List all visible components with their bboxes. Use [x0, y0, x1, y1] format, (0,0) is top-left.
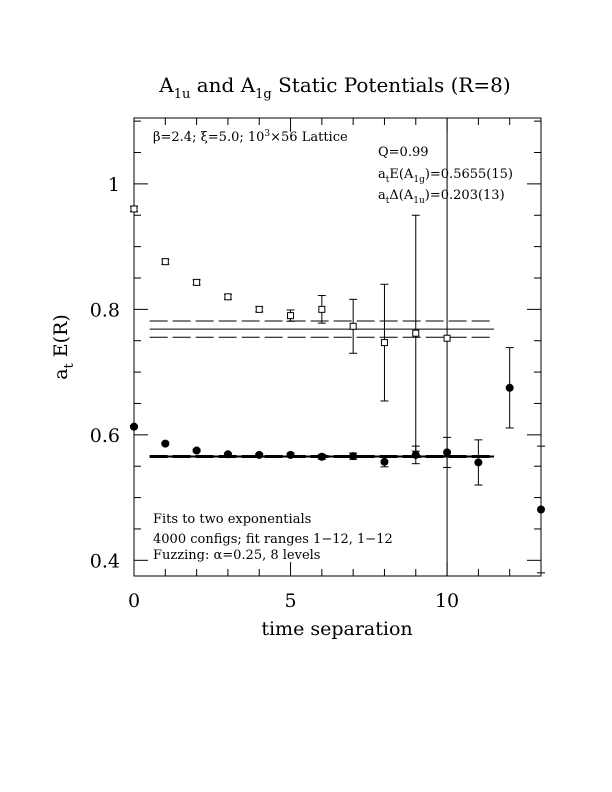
axis-ticks [133, 118, 542, 576]
x-tick-label: 5 [284, 590, 296, 612]
y-tick-label: 0.4 [90, 550, 120, 572]
x-axis-label: time separation [261, 618, 412, 640]
data-point [505, 383, 514, 392]
configs-annotation: 4000 configs; fit ranges 1−12, 1−12 [153, 532, 393, 547]
data-point [412, 329, 420, 337]
data-point [255, 450, 264, 459]
data-point [537, 505, 545, 514]
x-tick-label: 0 [128, 590, 140, 612]
x-tick-label: 10 [435, 590, 459, 612]
fit-lines [149, 320, 495, 458]
data-point [224, 293, 232, 301]
data-point [318, 305, 326, 313]
data-point [380, 457, 389, 466]
fuzzing-annotation: Fuzzing: α=0.25, 8 levels [153, 548, 320, 563]
data-point [287, 312, 295, 320]
data-point [192, 446, 201, 455]
data-point [130, 205, 138, 213]
y-tick-labels: 0.4 0.6 0.8 1 [90, 174, 120, 572]
y-tick-label: 0.8 [90, 299, 120, 321]
q-annotation: Q=0.99 [378, 145, 429, 160]
data-point [223, 450, 232, 459]
data-point [411, 450, 420, 459]
data-point [380, 339, 388, 347]
data-point [255, 305, 263, 313]
energy-annotation: atE(A1g)=0.5655(15) [378, 167, 513, 185]
data-point [286, 450, 295, 459]
y-tick-label: 1 [108, 174, 120, 196]
data-point [317, 452, 326, 461]
data-point [443, 334, 451, 342]
plot-frame [133, 117, 542, 577]
y-tick-label: 0.6 [90, 425, 120, 447]
data-point [161, 258, 169, 266]
chart-title: A1u and A1g Static Potentials (R=8) [158, 73, 510, 102]
data-point [161, 439, 170, 448]
data-point [474, 458, 483, 467]
data-point [349, 322, 357, 330]
y-axis-label: at E(R) [50, 314, 77, 380]
data-point [193, 278, 201, 286]
data-point [443, 448, 452, 457]
x-tick-labels: 0 5 10 [128, 590, 459, 612]
gap-annotation: atΔ(A1u)=0.203(13) [378, 188, 505, 206]
data-point [130, 422, 138, 431]
data-points [130, 117, 545, 577]
data-point [349, 452, 358, 461]
lattice-annotation: β=2.4; ξ=5.0; 103×56 Lattice [153, 129, 348, 145]
fits-annotation: Fits to two exponentials [153, 512, 311, 527]
